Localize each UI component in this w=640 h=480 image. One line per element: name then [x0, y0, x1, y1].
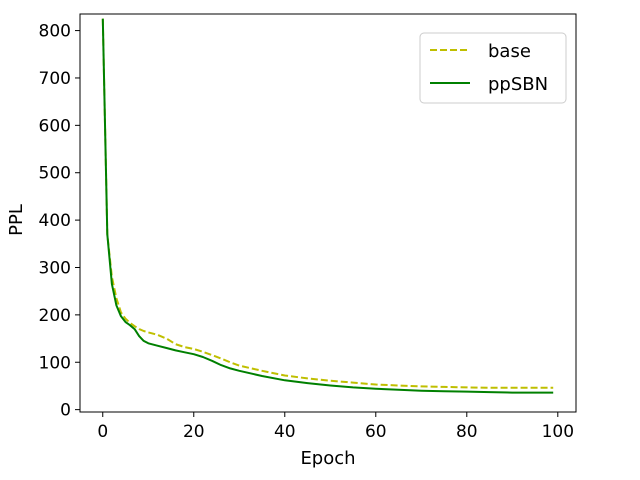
- plot-lines: [101, 18, 554, 394]
- x-axis-ticks: 0 20 40 60 80 100: [97, 412, 574, 442]
- y-tick-label: 0: [60, 401, 71, 421]
- y-tick-label: 400: [39, 211, 71, 231]
- x-tick-label: 40: [274, 422, 296, 442]
- y-tick-label: 500: [39, 164, 71, 184]
- legend-label-base: base: [488, 41, 531, 62]
- x-tick-label: 100: [542, 422, 574, 442]
- y-axis-label: PPL: [6, 204, 27, 236]
- series-line-ppsbn: [101, 18, 554, 394]
- y-tick-label: 300: [39, 258, 71, 278]
- y-tick-label: 600: [39, 116, 71, 136]
- y-axis-ticks: 0 100 200 300 400 500 600 700 800: [39, 22, 80, 421]
- y-tick-label: 100: [39, 353, 71, 373]
- legend: base ppSBN: [419, 32, 567, 104]
- legend-label-ppsbn: ppSBN: [488, 74, 548, 95]
- y-tick-label: 700: [39, 69, 71, 89]
- y-tick-label: 800: [39, 22, 71, 42]
- x-tick-label: 60: [365, 422, 387, 442]
- x-tick-label: 0: [97, 422, 108, 442]
- x-tick-label: 80: [456, 422, 478, 442]
- x-tick-label: 20: [183, 422, 205, 442]
- y-tick-label: 200: [39, 306, 71, 326]
- x-axis-label: Epoch: [300, 448, 355, 469]
- plot-frame: [79, 13, 577, 413]
